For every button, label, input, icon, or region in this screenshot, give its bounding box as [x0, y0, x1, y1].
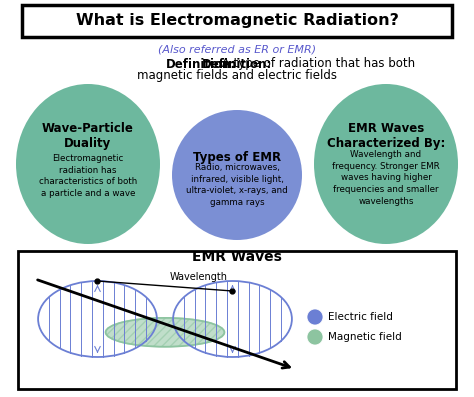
Ellipse shape	[16, 84, 160, 244]
Ellipse shape	[314, 84, 458, 244]
Text: Electric field: Electric field	[328, 312, 393, 322]
Text: Types of EMR: Types of EMR	[193, 150, 281, 164]
Text: What is Electromagnetic Radiation?: What is Electromagnetic Radiation?	[75, 13, 399, 29]
Text: (Also referred as ER or EMR): (Also referred as ER or EMR)	[158, 44, 316, 54]
Text: Wavelength and
frequency. Stronger EMR
waves having higher
frequencies and small: Wavelength and frequency. Stronger EMR w…	[332, 150, 440, 206]
Ellipse shape	[106, 318, 224, 347]
Text: Definition:: Definition:	[166, 58, 236, 71]
Ellipse shape	[172, 110, 302, 240]
Text: Definition:: Definition:	[202, 58, 272, 71]
Text: Electromagnetic
radiation has
characteristics of both
a particle and a wave: Electromagnetic radiation has characteri…	[39, 154, 137, 198]
Text: EMR Waves: EMR Waves	[192, 250, 282, 264]
Text: Magnetic field: Magnetic field	[328, 332, 402, 342]
Text: Wave-Particle
Duality: Wave-Particle Duality	[42, 122, 134, 150]
Text: EMR Waves
Characterized By:: EMR Waves Characterized By:	[327, 122, 445, 150]
Text: magnetic fields and electric fields: magnetic fields and electric fields	[137, 69, 337, 83]
Circle shape	[307, 329, 323, 345]
Text: Wavelength: Wavelength	[170, 272, 228, 282]
Circle shape	[307, 309, 323, 325]
FancyBboxPatch shape	[18, 251, 456, 389]
Text: A type of radiation that has both: A type of radiation that has both	[218, 58, 415, 71]
Text: Radio, microwaves,
infrared, visible light,
ultra-violet, x-rays, and
gamma rays: Radio, microwaves, infrared, visible lig…	[186, 163, 288, 207]
FancyBboxPatch shape	[22, 5, 452, 37]
